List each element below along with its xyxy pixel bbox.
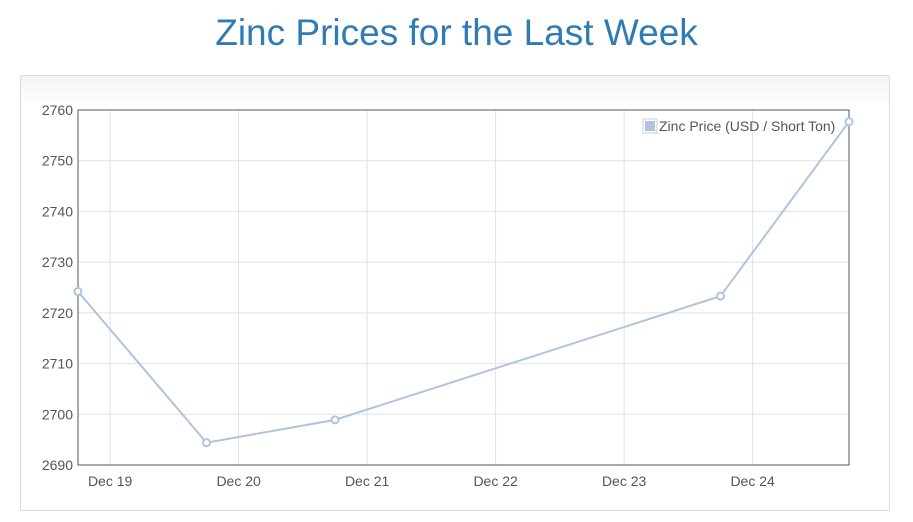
y-tick-label: 2730 [42, 254, 73, 270]
chart-title: Zinc Prices for the Last Week [215, 12, 698, 53]
data-point [73, 287, 83, 297]
y-tick-label: 2700 [42, 406, 73, 422]
data-point [844, 117, 854, 127]
x-tick-label: Dec 23 [602, 473, 647, 489]
legend-swatch [645, 121, 655, 131]
y-tick-label: 2690 [42, 457, 73, 473]
x-tick-label: Dec 22 [473, 473, 518, 489]
x-tick-label: Dec 19 [88, 473, 133, 489]
y-tick-label: 2740 [42, 203, 73, 219]
plot-area [78, 110, 849, 465]
y-tick-label: 2760 [42, 102, 73, 118]
data-point [716, 291, 725, 301]
x-tick-label: Dec 20 [216, 473, 261, 489]
x-tick-label: Dec 21 [345, 473, 390, 489]
legend-label: Zinc Price (USD / Short Ton) [659, 118, 835, 134]
y-tick-label: 2750 [42, 153, 73, 169]
x-tick-label: Dec 24 [730, 473, 775, 489]
y-tick-label: 2710 [42, 356, 73, 372]
data-point [330, 415, 340, 425]
y-tick-label: 2720 [42, 305, 73, 321]
data-point [202, 438, 211, 448]
